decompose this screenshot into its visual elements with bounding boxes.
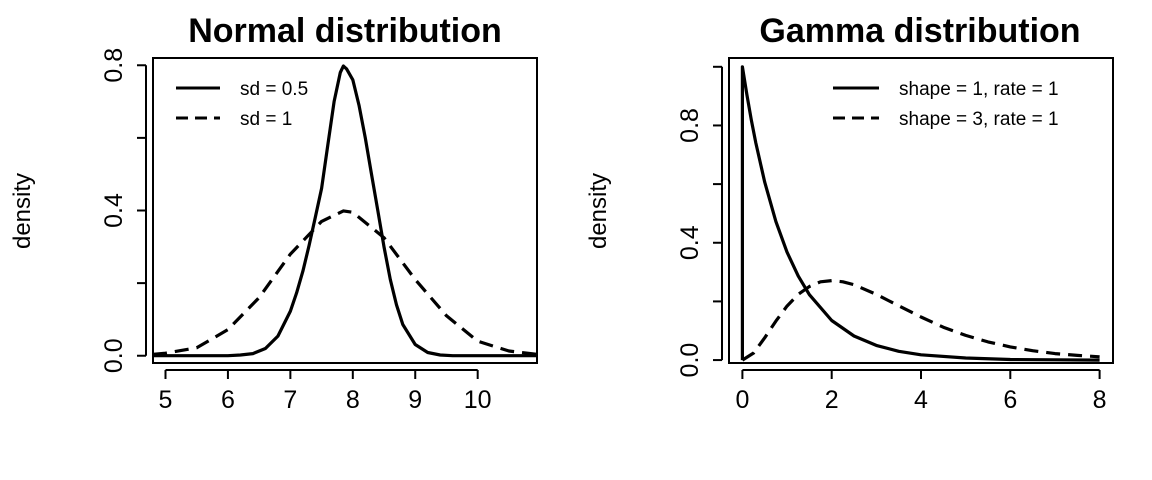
y-axis-label: density: [585, 173, 612, 249]
series-layer: [740, 65, 1100, 362]
x-tick-label: 5: [159, 386, 173, 414]
normal-distribution-panel: Normal distribution density 5 6 7 8 9 10 0.00…: [9, 12, 538, 414]
chart-title: Gamma distribution: [759, 12, 1080, 50]
legend-label-shape-1: shape = 1, rate = 1: [899, 79, 1059, 100]
legend-label-shape-3: shape = 3, rate = 1: [899, 109, 1059, 130]
x-tick-label: 7: [283, 386, 297, 414]
x-tick-label: 9: [408, 386, 422, 414]
series-line-solid: [740, 65, 1100, 362]
series-layer: [152, 64, 538, 358]
x-tick-label: 10: [464, 386, 492, 414]
series-line-solid: [153, 64, 537, 358]
legend: sd = 0.5 sd = 1: [176, 79, 308, 130]
y-tick-label: 0.4: [100, 193, 128, 228]
plot-frame: [728, 57, 1114, 364]
y-tick-label: 0.0: [100, 338, 128, 373]
x-tick-label: 2: [825, 386, 839, 414]
x-tick-label: 8: [1093, 386, 1107, 414]
legend: shape = 1, rate = 1 shape = 3, rate = 1: [833, 79, 1059, 130]
x-tick-label: 4: [914, 386, 928, 414]
chart-title: Normal distribution: [188, 12, 502, 50]
y-tick-label: 0.8: [676, 108, 704, 143]
legend-label-sd-1: sd = 1: [240, 109, 292, 130]
series-line-dashed: [741, 279, 1100, 362]
x-axis: 0 2 4 6 8: [735, 369, 1107, 414]
x-tick-label: 8: [346, 386, 360, 414]
x-tick-label: 0: [735, 386, 749, 414]
x-axis: 5 6 7 8 9 10: [159, 369, 492, 414]
x-tick-label: 6: [1003, 386, 1017, 414]
y-tick-label: 0.4: [676, 225, 704, 260]
series-line-dashed: [152, 209, 538, 356]
y-axis: 0.0 0.4 0.8: [100, 48, 147, 373]
plot-frame: [152, 57, 538, 364]
y-tick-label: 0.0: [676, 343, 704, 378]
legend-label-sd-0-5: sd = 0.5: [240, 79, 308, 100]
y-tick-label: 0.8: [100, 48, 128, 83]
y-axis-label: density: [9, 173, 36, 249]
x-tick-label: 6: [221, 386, 235, 414]
y-axis: 0.0 0.4 0.8: [676, 65, 723, 378]
